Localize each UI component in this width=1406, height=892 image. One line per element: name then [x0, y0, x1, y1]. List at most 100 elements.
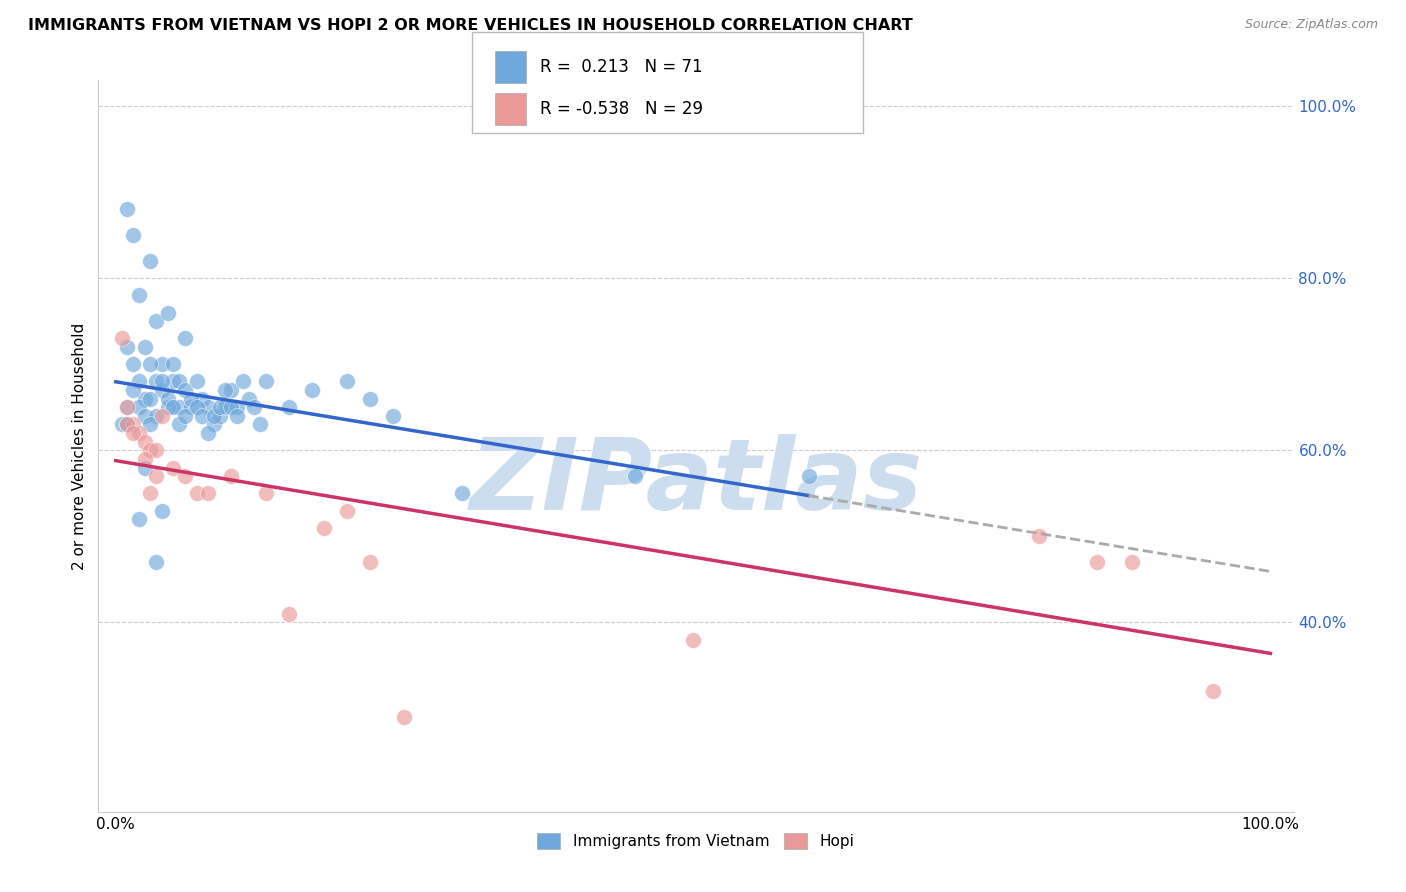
Legend: Immigrants from Vietnam, Hopi: Immigrants from Vietnam, Hopi [531, 827, 860, 855]
Point [381, 409, 404, 423]
Point [134, 451, 156, 466]
Point [150, 375, 173, 389]
Point [232, 375, 254, 389]
Point [219, 383, 242, 397]
Point [174, 331, 197, 345]
Point [110, 417, 132, 432]
Point [117, 401, 139, 415]
Point [254, 486, 277, 500]
Point [219, 401, 242, 415]
Point [167, 401, 190, 415]
Point [117, 340, 139, 354]
Point [797, 469, 820, 483]
Point [167, 375, 190, 389]
Point [191, 409, 214, 423]
Point [150, 357, 173, 371]
Point [128, 375, 150, 389]
Point [197, 401, 219, 415]
Text: ZIPatlas: ZIPatlas [470, 434, 922, 531]
Point [162, 357, 184, 371]
Point [208, 401, 231, 415]
Point [249, 417, 271, 432]
Point [191, 392, 214, 406]
Point [145, 443, 167, 458]
Point [254, 375, 277, 389]
Point [682, 632, 704, 647]
Point [139, 486, 162, 500]
Point [139, 254, 162, 268]
Point [1085, 555, 1108, 569]
Y-axis label: 2 or more Vehicles in Household: 2 or more Vehicles in Household [72, 322, 87, 570]
Point [134, 460, 156, 475]
Point [128, 401, 150, 415]
Point [139, 357, 162, 371]
Point [122, 417, 145, 432]
Point [186, 486, 208, 500]
Point [145, 555, 167, 569]
Point [139, 417, 162, 432]
Point [139, 392, 162, 406]
Point [156, 401, 179, 415]
Point [226, 409, 249, 423]
Point [122, 426, 145, 441]
Point [312, 521, 335, 535]
Point [162, 375, 184, 389]
Point [139, 443, 162, 458]
Point [278, 607, 301, 621]
Point [134, 409, 156, 423]
Point [208, 409, 231, 423]
Point [162, 401, 184, 415]
Point [128, 426, 150, 441]
Text: R =  0.213   N = 71: R = 0.213 N = 71 [540, 58, 703, 76]
Point [186, 401, 208, 415]
Point [110, 331, 132, 345]
Point [145, 409, 167, 423]
Point [174, 409, 197, 423]
Point [219, 469, 242, 483]
Point [128, 288, 150, 302]
Point [117, 202, 139, 217]
Point [278, 401, 301, 415]
Point [243, 401, 266, 415]
Point [150, 409, 173, 423]
Point [226, 401, 249, 415]
Text: R = -0.538   N = 29: R = -0.538 N = 29 [540, 100, 703, 118]
Point [174, 383, 197, 397]
Point [180, 392, 202, 406]
Point [451, 486, 474, 500]
Point [134, 434, 156, 449]
Point [174, 469, 197, 483]
Point [134, 340, 156, 354]
Point [1028, 529, 1050, 543]
Point [145, 314, 167, 328]
Point [156, 392, 179, 406]
Point [359, 555, 381, 569]
Point [117, 417, 139, 432]
Point [117, 417, 139, 432]
Point [359, 392, 381, 406]
Text: IMMIGRANTS FROM VIETNAM VS HOPI 2 OR MORE VEHICLES IN HOUSEHOLD CORRELATION CHAR: IMMIGRANTS FROM VIETNAM VS HOPI 2 OR MOR… [28, 18, 912, 33]
Point [197, 486, 219, 500]
Point [238, 392, 260, 406]
Point [1121, 555, 1143, 569]
Text: Source: ZipAtlas.com: Source: ZipAtlas.com [1244, 18, 1378, 31]
Point [150, 503, 173, 517]
Point [394, 710, 416, 724]
Point [202, 417, 225, 432]
Point [162, 460, 184, 475]
Point [301, 383, 323, 397]
Point [122, 228, 145, 243]
Point [145, 375, 167, 389]
Point [180, 401, 202, 415]
Point [122, 357, 145, 371]
Point [202, 409, 225, 423]
Point [336, 503, 359, 517]
Point [117, 401, 139, 415]
Point [186, 375, 208, 389]
Point [150, 383, 173, 397]
Point [214, 401, 236, 415]
Point [122, 383, 145, 397]
Point [214, 383, 236, 397]
Point [128, 512, 150, 526]
Point [167, 417, 190, 432]
